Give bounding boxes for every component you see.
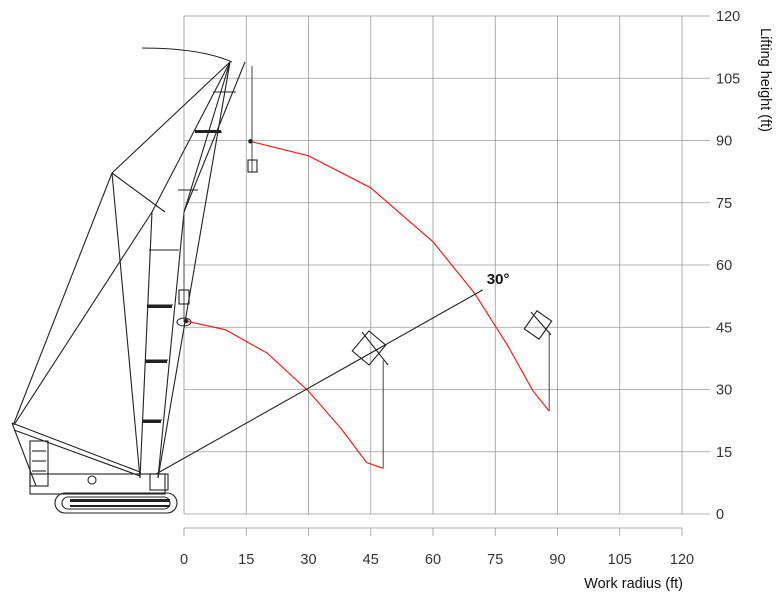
y-tick-label: 30 [716, 383, 732, 399]
hook-block-jib [247, 159, 258, 173]
crawler-track [54, 492, 178, 514]
x-tick-label: 15 [238, 552, 254, 568]
y-tick-label: 60 [716, 258, 732, 274]
series-line [185, 320, 384, 469]
y-axis-label: Lifting height (ft) [757, 28, 773, 132]
jib-strut [111, 61, 231, 174]
crawler-track-inner [61, 496, 171, 510]
series-lines [183, 139, 550, 469]
pendant-line [141, 47, 233, 63]
x-tick-label: 120 [670, 552, 694, 568]
x-tick-label: 60 [425, 552, 441, 568]
x-tick-label: 45 [363, 552, 379, 568]
y-tick-label: 0 [716, 507, 724, 523]
x-tick-label: 30 [300, 552, 316, 568]
main-boom-left [139, 211, 153, 479]
grid [183, 15, 710, 536]
x-tick-label: 0 [180, 552, 188, 568]
y-tick-label: 15 [716, 445, 732, 461]
tick-labels: 0 15 30 45 60 75 90 105 120 0 15 30 45 60 75 90 105 120 [180, 9, 740, 568]
y-tick-label: 45 [716, 320, 732, 336]
counterweight-stack [29, 440, 49, 487]
angle-line-30 [155, 289, 484, 475]
main-boom-right [157, 211, 185, 479]
luffing-jib-left [151, 61, 231, 213]
mast-upper [11, 422, 141, 473]
x-tick-label: 90 [549, 552, 565, 568]
hook-block-boom [178, 289, 190, 305]
y-tick-label: 90 [716, 134, 732, 150]
x-tick-label: 105 [608, 552, 632, 568]
crane-illustration [11, 47, 553, 514]
mast-lower [13, 429, 141, 477]
series-line [250, 140, 550, 412]
jib-head-icon-30 [351, 330, 389, 366]
series-point [183, 318, 189, 324]
angle-label: 30° [487, 271, 510, 288]
jib-head-icon-upper [523, 310, 553, 340]
track-shoes-lower [70, 505, 170, 507]
series-point [248, 139, 253, 144]
y-tick-label: 75 [716, 196, 732, 212]
luffing-jib-right [183, 61, 246, 213]
drum [87, 475, 97, 485]
x-tick-label: 75 [487, 552, 503, 568]
x-axis-label: Work radius (ft) [584, 576, 683, 592]
y-tick-label: 120 [716, 9, 740, 25]
y-tick-label: 105 [716, 71, 740, 87]
superstructure [29, 473, 166, 495]
track-shoes [70, 499, 170, 502]
